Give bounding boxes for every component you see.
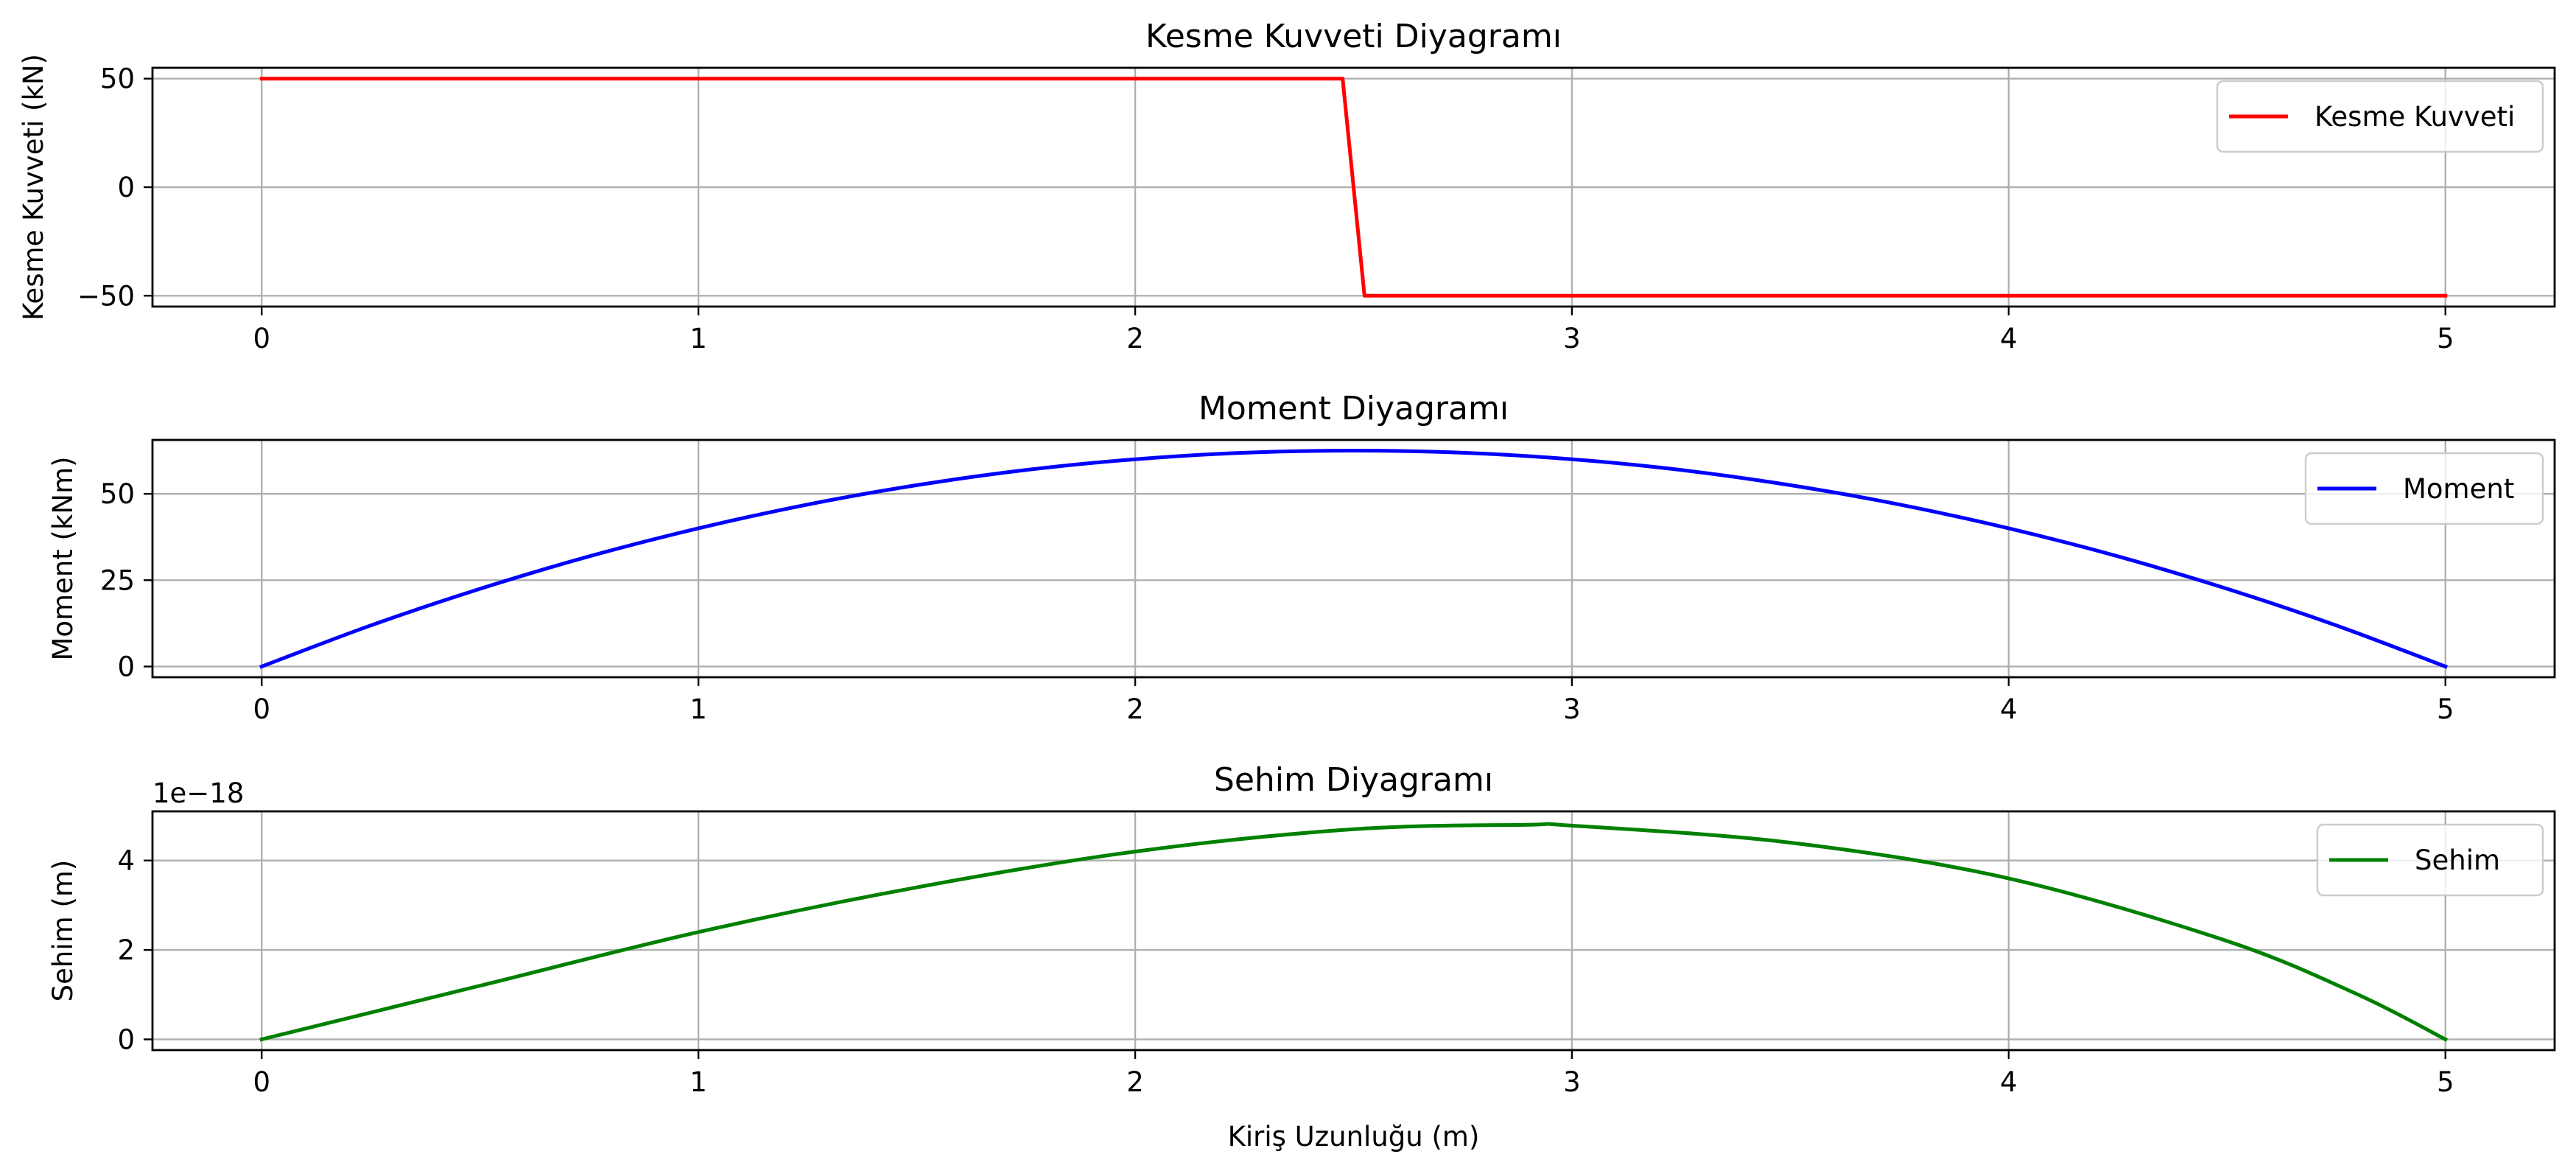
x-axis-label: Kiriş Uzunluğu (m) bbox=[1228, 1121, 1480, 1153]
legend-label: Moment bbox=[2403, 473, 2514, 505]
legend: Moment bbox=[2304, 452, 2544, 525]
x-tick-label: 5 bbox=[2437, 1066, 2454, 1098]
legend-box bbox=[2316, 823, 2544, 897]
x-tick-label: 4 bbox=[2000, 323, 2018, 354]
x-tick-label: 2 bbox=[1126, 693, 1144, 725]
x-tick-label: 1 bbox=[689, 323, 707, 354]
x-tick-label: 0 bbox=[253, 693, 270, 725]
legend-box bbox=[2216, 80, 2544, 153]
chart-title: Moment Diyagramı bbox=[1198, 390, 1509, 427]
y-axis-label: Sehim (m) bbox=[47, 860, 79, 1002]
y-tick-label: 4 bbox=[117, 845, 135, 877]
x-tick-label: 0 bbox=[253, 1066, 270, 1098]
subplot-3: 0 1 2 3 4 5 4 2 0 Sehim Diyagramı Sehim (m) Kiriş U… bbox=[47, 761, 2556, 1153]
y-axis-label: Moment (kNm) bbox=[47, 456, 79, 660]
x-tick-label: 4 bbox=[2000, 693, 2018, 725]
x-tick-label: 2 bbox=[1126, 323, 1144, 354]
series-line-kesme-kuvveti bbox=[259, 77, 2448, 298]
y-tick-label: 50 bbox=[100, 63, 135, 95]
y-tick-label: 0 bbox=[117, 651, 135, 682]
y-tick-label: 50 bbox=[100, 478, 135, 510]
series-line-moment bbox=[259, 449, 2448, 669]
y-tick-label: 0 bbox=[117, 1024, 135, 1055]
x-tick-label: 3 bbox=[1563, 693, 1581, 725]
legend: Sehim bbox=[2316, 823, 2544, 897]
x-tick-label: 1 bbox=[689, 1066, 707, 1098]
x-tick-label: 0 bbox=[253, 323, 270, 354]
axes-frame bbox=[151, 810, 2556, 1052]
y-tick-label: 25 bbox=[100, 564, 135, 596]
x-tick-label: 2 bbox=[1126, 1066, 1144, 1098]
x-tick-label: 1 bbox=[689, 693, 707, 725]
y-offset-label: 1e−18 bbox=[152, 777, 244, 809]
chart-title: Kesme Kuvveti Diyagramı bbox=[1145, 18, 1562, 55]
y-tick-label: −50 bbox=[77, 280, 135, 312]
legend-box bbox=[2304, 452, 2544, 525]
subplot-1: 0 1 2 3 4 5 50 0 −50 Kesme Kuvveti Diyagramı Kesme… bbox=[18, 18, 2556, 354]
x-tick-label: 3 bbox=[1563, 1066, 1581, 1098]
legend: Kesme Kuvveti bbox=[2216, 80, 2544, 153]
x-tick-label: 4 bbox=[2000, 1066, 2018, 1098]
y-tick-label: 2 bbox=[117, 934, 135, 966]
chart-title: Sehim Diyagramı bbox=[1214, 761, 1493, 799]
y-axis-label: Kesme Kuvveti (kN) bbox=[18, 54, 49, 321]
x-tick-label: 5 bbox=[2437, 323, 2454, 354]
x-tick-label: 3 bbox=[1563, 323, 1581, 354]
legend-label: Kesme Kuvveti bbox=[2314, 101, 2515, 133]
x-tick-label: 5 bbox=[2437, 693, 2454, 725]
series-line-sehim bbox=[259, 822, 2449, 1042]
legend-label: Sehim bbox=[2415, 844, 2500, 876]
y-tick-label: 0 bbox=[117, 172, 135, 203]
axes-frame bbox=[151, 438, 2556, 679]
subplot-2: 0 1 2 3 4 5 50 25 0 Moment Diyagramı Moment (kNm) M… bbox=[47, 390, 2556, 725]
